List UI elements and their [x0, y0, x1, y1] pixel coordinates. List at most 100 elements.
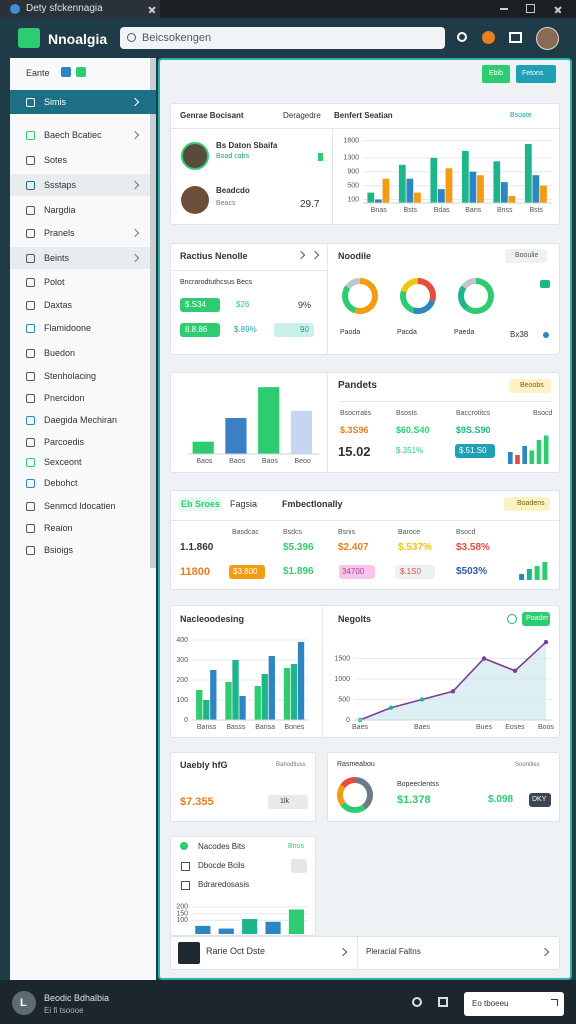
point [419, 697, 425, 702]
search-box[interactable] [120, 27, 445, 49]
column-header: Genrae Bocisant [180, 111, 244, 120]
bar [297, 642, 305, 720]
donut-segment [458, 285, 470, 311]
pill [180, 298, 220, 312]
menu-icon [26, 324, 35, 333]
y-tick-label: 1000 [334, 676, 350, 683]
donut-label: Paeda [454, 329, 475, 336]
y-tick-label: 0 [184, 717, 188, 724]
menu-item[interactable]: Nargdia [44, 205, 76, 215]
footer-value: Bx38 [510, 330, 529, 339]
y-tick-label: 150 [176, 910, 188, 917]
line-chart: 0 500 1000 1500 Baes Baes Bues Eoses Boos [334, 639, 554, 731]
refresh-icon[interactable] [457, 32, 467, 42]
pill [504, 497, 550, 511]
donut-segment [412, 299, 436, 314]
list-item: Bdraredosasis [198, 880, 250, 889]
menu-icon [26, 479, 35, 488]
menu-item[interactable]: Beints [44, 253, 70, 263]
bar [477, 175, 484, 203]
y-tick-label: 500 [347, 182, 359, 189]
status-subtitle: Ei fi tsoooe [44, 1006, 84, 1015]
menu-item[interactable]: Polot [44, 277, 65, 287]
link[interactable]: Bsoate [510, 112, 532, 119]
x-tick-label: Baos [196, 458, 212, 465]
pill [522, 612, 550, 626]
bar [461, 150, 469, 203]
caption: Bncrarodtuthcsus Becs [180, 279, 252, 286]
maximize-icon [526, 4, 535, 13]
menu-item[interactable]: Bsioigs [44, 545, 74, 555]
menu-item[interactable]: Daxtas [44, 300, 73, 310]
card-title: Nacodes Bits [198, 842, 246, 851]
bar [519, 574, 525, 580]
button-label[interactable]: Eo tboeeu [472, 999, 509, 1008]
bar [218, 928, 234, 934]
user-avatar[interactable] [536, 27, 559, 50]
y-tick-label: 200 [176, 677, 188, 684]
menu-icon [26, 278, 35, 287]
card-title: Noodile [338, 251, 371, 261]
value: $.1S0 [400, 567, 421, 576]
icon[interactable] [438, 997, 448, 1007]
bar [493, 161, 501, 203]
menu-item[interactable]: Simis [44, 97, 66, 107]
status-icon [318, 153, 323, 161]
bar [288, 909, 305, 934]
button[interactable] [464, 992, 564, 1016]
menu-icon [26, 254, 35, 263]
menu-item[interactable]: Sexceont [44, 457, 82, 467]
value: 90 [300, 325, 309, 334]
button[interactable] [482, 65, 510, 83]
y-tick-label: 200 [176, 904, 188, 911]
menu-item[interactable]: Stenholacing [44, 371, 97, 381]
donut-segment [354, 777, 373, 810]
tab[interactable]: Eb Sroes [181, 499, 221, 509]
tab[interactable]: Pleracial Faltns [366, 947, 421, 956]
card-title: Uaebly hfG [180, 760, 228, 770]
bar [196, 690, 203, 720]
bar [500, 182, 508, 203]
column-header: Bsocrratis [340, 410, 372, 417]
menu-item[interactable]: Buedon [44, 348, 76, 358]
menu-item[interactable]: Pranels [44, 228, 75, 238]
menu-item[interactable]: Ssstaps [44, 180, 77, 190]
menu-icon [26, 131, 35, 140]
subtitle: Bahodtiuss [276, 762, 306, 768]
x-tick-label: Basss [226, 724, 246, 731]
scrollbar [150, 58, 156, 568]
menu-item[interactable]: Sotes [44, 155, 68, 165]
y-tick-label: 1300 [343, 155, 359, 162]
menu-item[interactable]: Daegida Mechiran [44, 415, 118, 425]
x-tick-label: Bsts [529, 207, 543, 214]
icon [507, 614, 517, 624]
menu-item[interactable]: Debohct [44, 478, 78, 488]
menu-item[interactable]: Parcoedis [44, 437, 85, 447]
button[interactable] [516, 65, 556, 83]
button-label[interactable]: Ebib [489, 70, 504, 77]
avatar [181, 186, 209, 214]
menu-item[interactable]: Reaion [44, 523, 73, 533]
tab[interactable]: Fagsia [230, 499, 258, 509]
menu-icon [26, 156, 35, 165]
icon[interactable] [412, 997, 422, 1007]
menu-item[interactable]: Pnercidon [44, 393, 85, 403]
avatar [181, 142, 209, 170]
bar [232, 660, 239, 720]
tab[interactable]: Fmbectlonally [282, 499, 343, 509]
point [450, 689, 456, 694]
person-name: Bs Daton Sbaifa [216, 141, 278, 150]
status-icon[interactable] [482, 31, 495, 44]
button-label[interactable]: Fetons [522, 70, 544, 77]
pill [339, 565, 375, 579]
menu-item[interactable]: Flamidoone [44, 323, 92, 333]
card [170, 936, 560, 970]
window-icon[interactable] [509, 32, 522, 43]
menu-item[interactable]: Senmcd ldocatien [44, 501, 116, 511]
bar [542, 562, 548, 580]
y-tick-label: 1500 [334, 655, 350, 662]
divider [171, 128, 559, 129]
value: $2.407 [338, 542, 369, 553]
tab[interactable]: Rarie Oct Dste [206, 946, 266, 956]
menu-item[interactable]: Baech Bcatiec [44, 130, 102, 140]
